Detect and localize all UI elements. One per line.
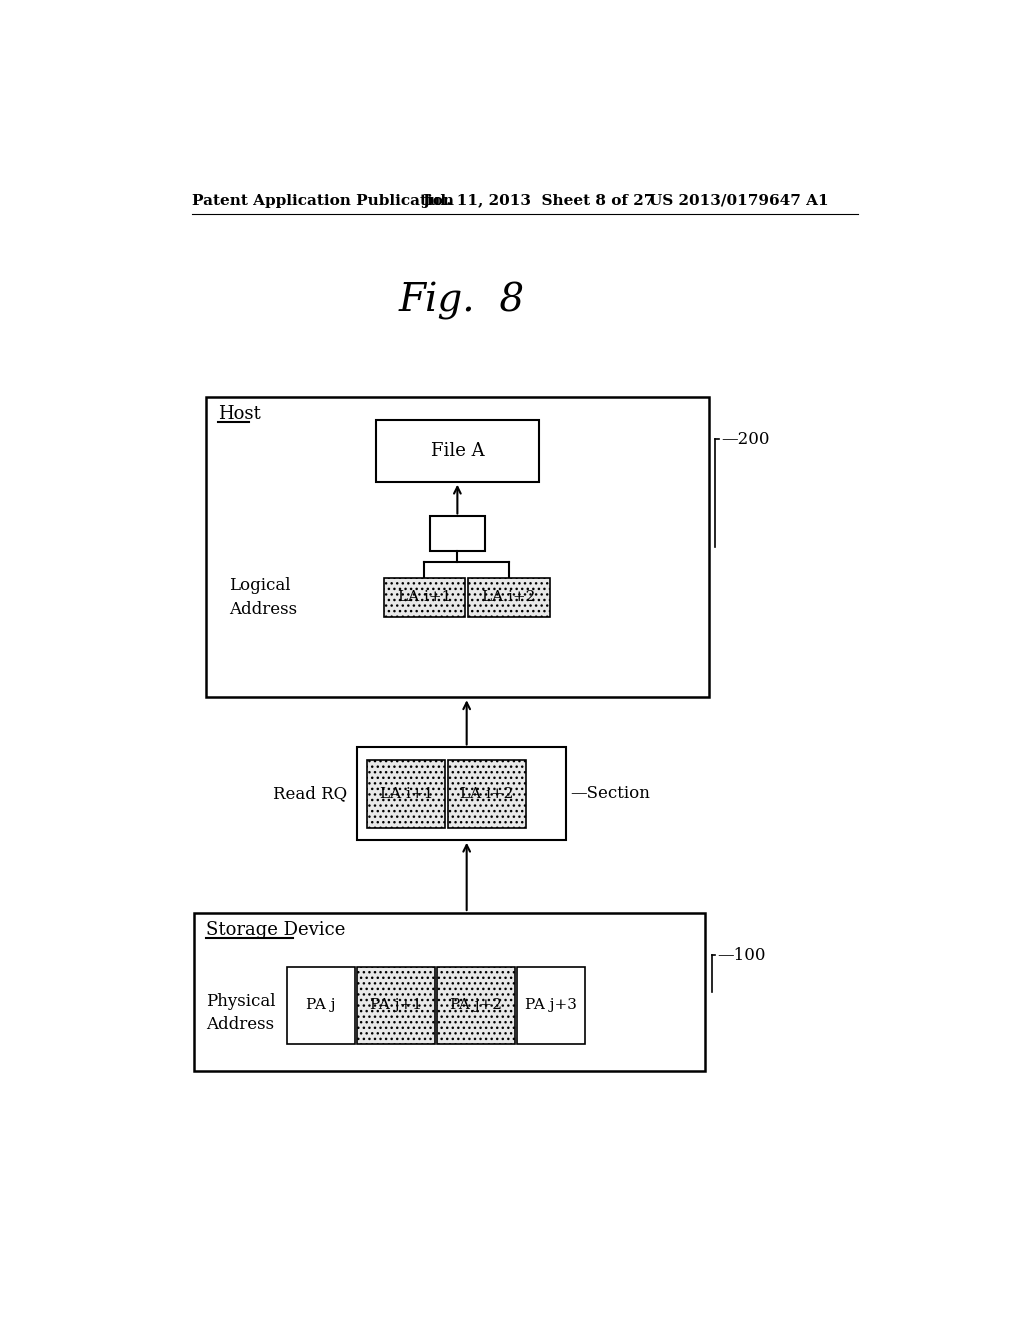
Text: Jul. 11, 2013  Sheet 8 of 27: Jul. 11, 2013 Sheet 8 of 27 [423,194,655,207]
Text: Fig.  8: Fig. 8 [398,282,524,319]
Bar [206,397,710,697]
Text: Physical
Address: Physical Address [206,993,275,1034]
Text: File A: File A [430,442,484,459]
Text: PA j+1: PA j+1 [370,998,422,1012]
Bar [368,760,445,828]
Text: Read RQ: Read RQ [273,785,347,803]
Text: —Section: —Section [570,785,650,803]
Text: PA j+2: PA j+2 [450,998,502,1012]
Text: PA j: PA j [306,998,336,1012]
Text: —100: —100 [717,946,766,964]
Text: LA i+1: LA i+1 [380,787,433,801]
Text: PA j+3: PA j+3 [525,998,578,1012]
Bar [356,747,566,840]
Text: Logical
Address: Logical Address [228,577,297,618]
Bar [376,420,539,482]
Bar [194,913,706,1071]
Text: LA i+1: LA i+1 [397,590,452,605]
Bar [517,966,586,1044]
Text: Patent Application Publication: Patent Application Publication [191,194,454,207]
Text: LA i+2: LA i+2 [482,590,536,605]
Text: US 2013/0179647 A1: US 2013/0179647 A1 [649,194,828,207]
Bar [468,578,550,616]
Text: —200: —200 [721,430,769,447]
Text: Storage Device: Storage Device [206,921,346,939]
Bar [384,578,465,616]
Bar [287,966,355,1044]
Text: LA i+2: LA i+2 [460,787,513,801]
Bar [430,516,484,552]
Bar [437,966,515,1044]
Bar [357,966,435,1044]
Bar [449,760,525,828]
Text: Host: Host [218,405,261,422]
